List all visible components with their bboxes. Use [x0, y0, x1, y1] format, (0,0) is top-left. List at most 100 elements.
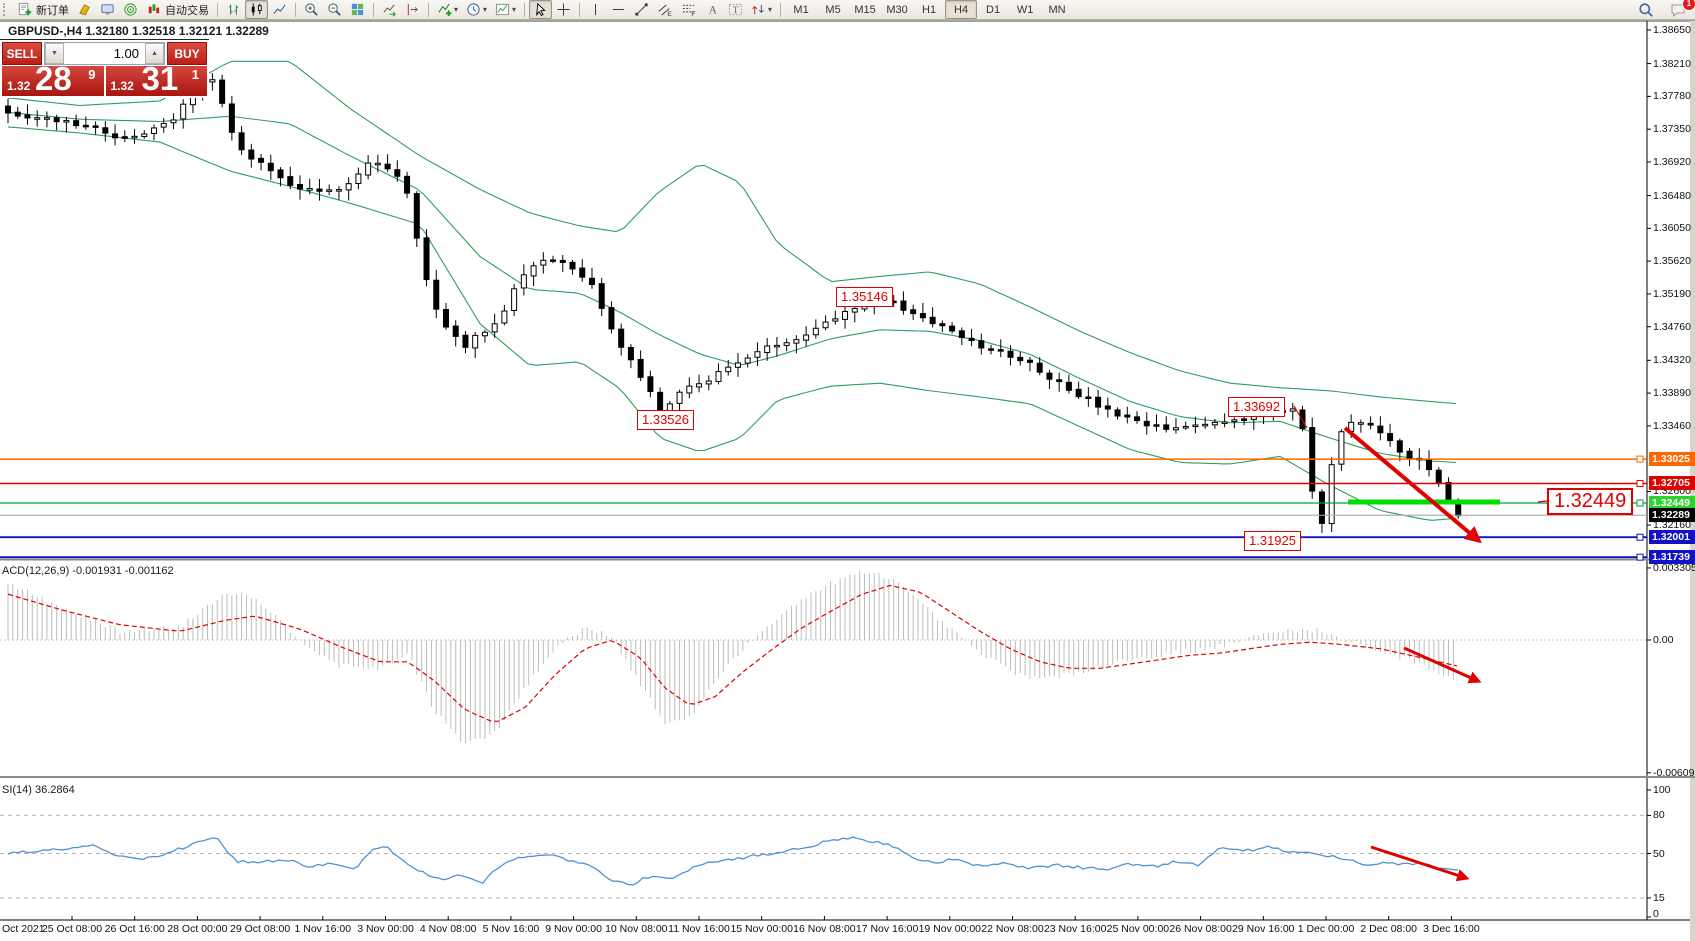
timeframe-m15[interactable]: M15: [854, 3, 876, 16]
line-chart-mode-button[interactable]: [268, 0, 291, 19]
strategy-tester-icon: [123, 2, 138, 17]
svg-text:E: E: [667, 11, 672, 17]
templates-button[interactable]: ▾: [491, 0, 520, 19]
new-order-icon: [17, 2, 32, 17]
sell-button[interactable]: SELL: [2, 42, 42, 65]
periods-dropdown-caret[interactable]: ▾: [483, 5, 488, 14]
text-tool-button[interactable]: A: [701, 0, 724, 19]
search-button[interactable]: [1634, 0, 1658, 19]
text-tool-icon: A: [705, 2, 720, 17]
volume-increase-button[interactable]: ▲: [145, 43, 164, 64]
periods-button[interactable]: ▾: [462, 0, 491, 19]
crosshair-icon: [556, 2, 571, 17]
timeframe-m30[interactable]: M30: [886, 3, 908, 16]
bollinger-upper-band: [7, 60, 1457, 405]
charts-button[interactable]: [73, 0, 96, 19]
sell-price-prefix: 1.32: [7, 79, 31, 93]
charts-icon: [77, 2, 92, 17]
macd-histogram: [7, 571, 1454, 744]
tile-windows-icon: [350, 2, 365, 17]
toolbar-separator: [217, 2, 218, 17]
timeframe-d1[interactable]: D1: [986, 3, 1001, 16]
new-order-label: 新订单: [36, 4, 69, 17]
arrows-dropdown-caret[interactable]: ▾: [768, 5, 773, 14]
toolbar-right-group: 1: [1634, 0, 1695, 19]
bar-chart-icon: [226, 2, 241, 17]
sell-price-pip: 9: [88, 67, 96, 82]
volume-value[interactable]: 1.00: [113, 46, 139, 61]
level-line-handle: [1636, 533, 1644, 541]
equidistant-channel-icon: E: [657, 2, 673, 17]
indicators-dropdown-caret[interactable]: ▾: [454, 5, 459, 14]
timeframe-m1[interactable]: M1: [793, 3, 809, 16]
crosshair-tool-button[interactable]: [552, 0, 575, 19]
rsi-panel: [0, 814, 1647, 899]
chart-shift-button[interactable]: [401, 0, 424, 19]
level-line-handle: [1636, 479, 1644, 487]
indicators-icon: [437, 2, 452, 17]
indicators-button[interactable]: ▾: [433, 0, 462, 19]
buy-button[interactable]: BUY: [167, 42, 207, 65]
trendline-tool-button[interactable]: [630, 0, 653, 19]
level-line-handle: [1636, 553, 1644, 561]
bar-chart-mode-button[interactable]: [222, 0, 245, 19]
toolbar-separator: [524, 2, 526, 17]
autotrading-button[interactable]: 自动交易: [142, 0, 213, 19]
auto-scroll-button[interactable]: [378, 0, 401, 19]
rsi-trend-arrow: [1370, 845, 1470, 882]
new-order-button[interactable]: 新订单: [13, 0, 73, 19]
bollinger-lower-band: [7, 126, 1457, 521]
timeframe-mn[interactable]: MN: [1048, 3, 1066, 16]
zoom-out-button[interactable]: [323, 0, 346, 19]
terminal-button[interactable]: [96, 0, 119, 19]
rsi-line: [7, 836, 1458, 886]
timeframe-h4[interactable]: H4: [945, 0, 978, 19]
vertical-line-tool-button[interactable]: [584, 0, 607, 19]
toolbar-separator: [373, 2, 374, 17]
candlestick-icon: [249, 2, 264, 17]
fibonacci-icon: F: [681, 2, 697, 17]
price-trend-arrow: [1343, 426, 1482, 544]
macd-trend-arrow: [1403, 646, 1482, 684]
buy-price-prefix: 1.32: [110, 79, 134, 93]
templates-dropdown-caret[interactable]: ▾: [512, 5, 517, 14]
notification-badge: 1: [1682, 0, 1695, 11]
clock-icon: [466, 2, 481, 17]
equidistant-channel-tool-button[interactable]: E: [653, 0, 677, 19]
volume-decrease-button[interactable]: ▼: [45, 43, 64, 64]
tile-windows-button[interactable]: [346, 0, 369, 19]
chart-shift-icon: [405, 2, 420, 17]
zoom-out-icon: [327, 2, 342, 17]
annotation-leader-line: [1537, 500, 1548, 503]
text-label-tool-button[interactable]: T: [724, 0, 747, 19]
text-label-icon: T: [728, 2, 743, 17]
price-panel: [0, 60, 1647, 561]
zoom-in-button[interactable]: [300, 0, 323, 19]
toolbar-separator: [295, 2, 296, 17]
fibonacci-tool-button[interactable]: F: [677, 0, 701, 19]
timeframe-h1[interactable]: H1: [922, 3, 937, 16]
sell-price-button[interactable]: 1.32 28 9: [2, 60, 104, 97]
autotrading-icon: [146, 2, 161, 17]
svg-text:T: T: [733, 6, 739, 16]
buy-price-pip: 1: [191, 67, 199, 82]
timeframe-w1[interactable]: W1: [1016, 3, 1034, 16]
buy-price-button[interactable]: 1.32 31 1: [105, 60, 207, 97]
strategy-tester-button[interactable]: [119, 0, 142, 19]
toolbar-grip[interactable]: [3, 3, 10, 16]
chart-canvas[interactable]: [0, 19, 1695, 941]
notifications-button[interactable]: 1: [1666, 0, 1695, 19]
right-edge-strip: [1690, 21, 1695, 941]
toolbar-separator: [428, 2, 429, 17]
chart-window: GBPUSD-,H4 1.32180 1.32518 1.32121 1.322…: [0, 19, 1695, 941]
templates-icon: [495, 2, 510, 17]
level-line-handle: [1636, 455, 1644, 463]
candlestick-mode-button[interactable]: [245, 0, 268, 19]
macd-panel: [0, 571, 1647, 744]
volume-stepper: ▼ 1.00 ▲: [44, 42, 165, 65]
timeframe-m5[interactable]: M5: [825, 3, 841, 16]
arrows-tool-button[interactable]: ▾: [747, 0, 776, 19]
cursor-tool-button[interactable]: [529, 0, 553, 19]
horizontal-line-tool-button[interactable]: [607, 0, 630, 19]
autotrading-label: 自动交易: [165, 4, 209, 17]
